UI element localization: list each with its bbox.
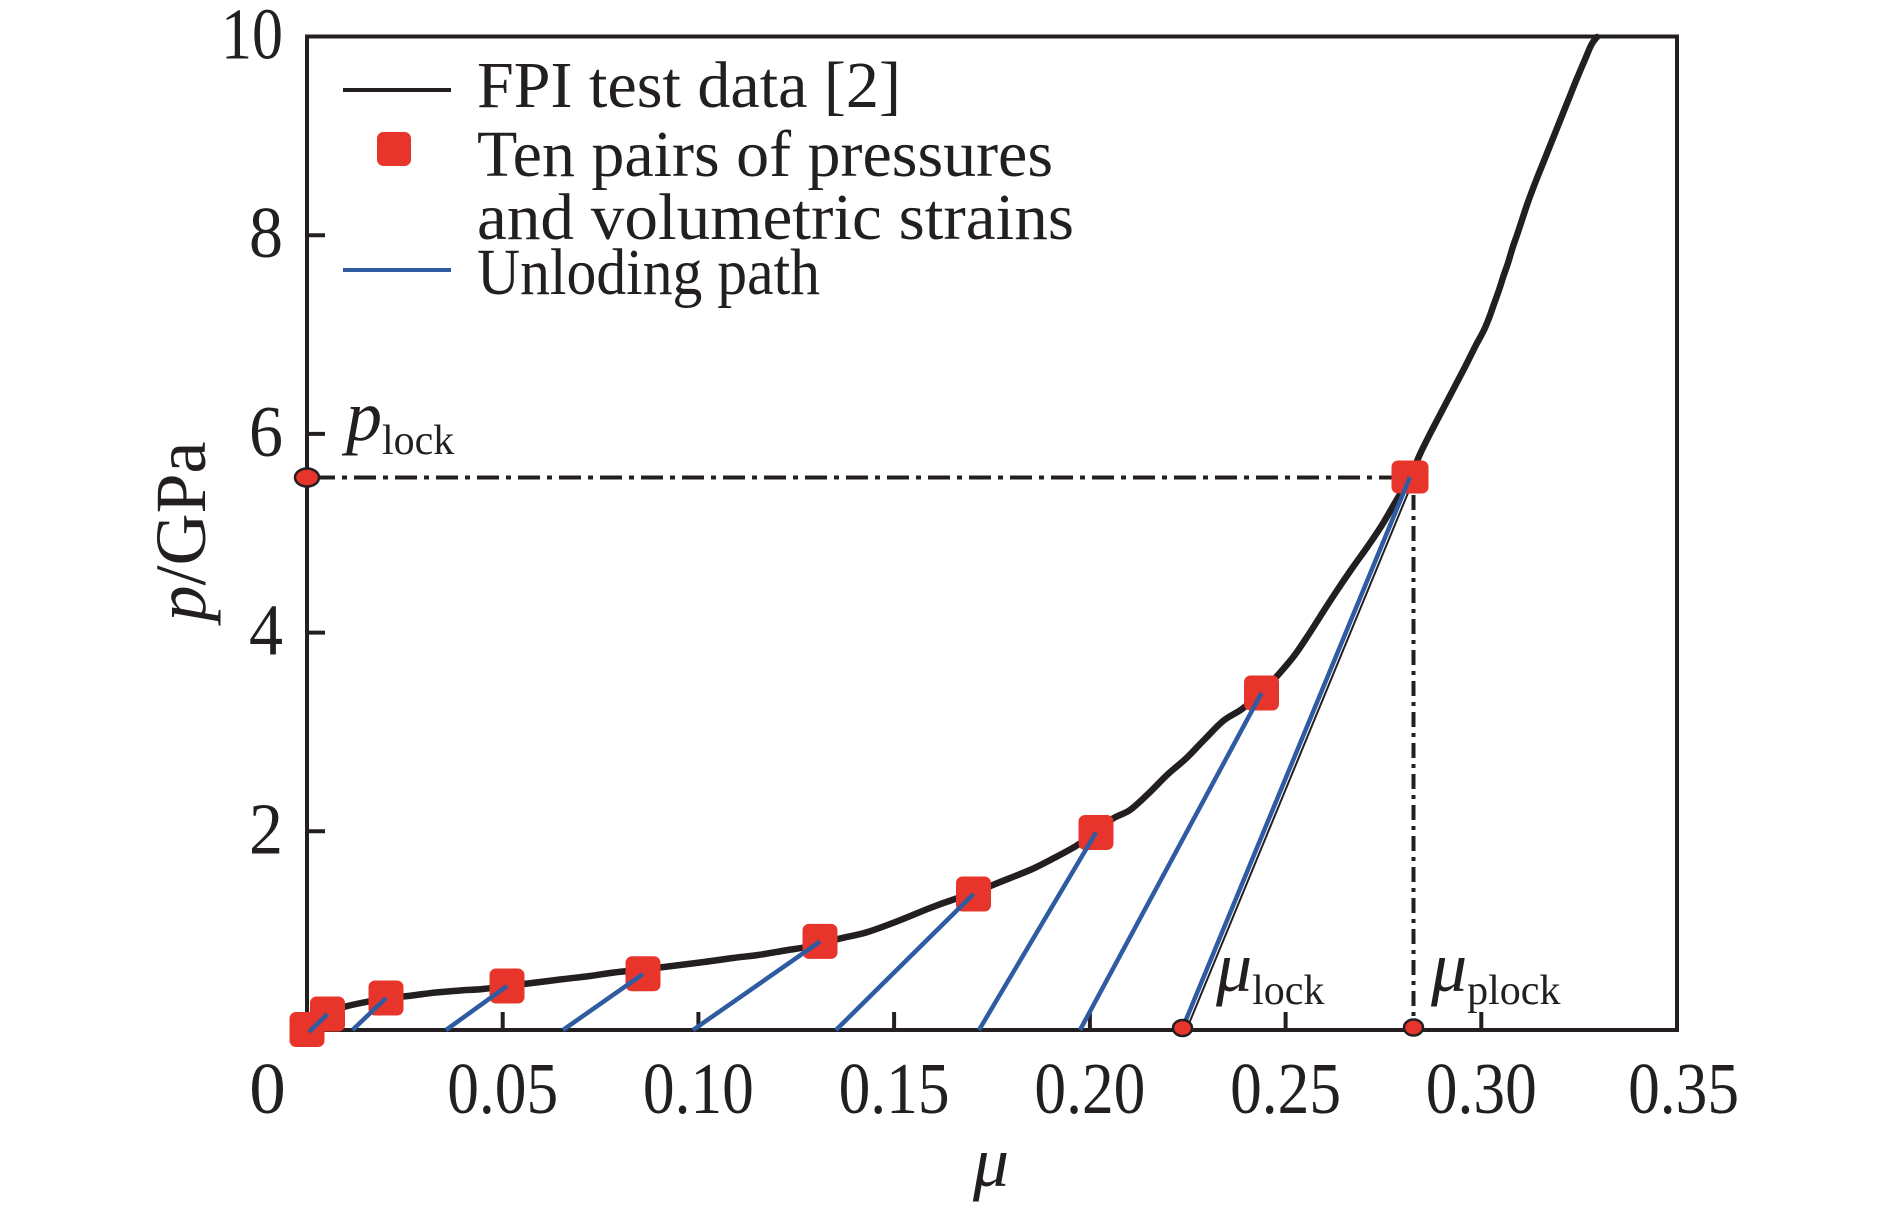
svg-text:0.20: 0.20 [1034, 1048, 1145, 1129]
svg-text:μplock: μplock [1430, 927, 1560, 1014]
svg-text:0.25: 0.25 [1230, 1048, 1341, 1129]
svg-text:2: 2 [249, 788, 283, 869]
svg-text:0.15: 0.15 [839, 1048, 950, 1129]
svg-text:Unloding path: Unloding path [477, 236, 820, 309]
svg-text:6: 6 [249, 391, 283, 472]
svg-text:4: 4 [249, 590, 283, 671]
svg-text:FPI test data [2]: FPI test data [2] [477, 49, 901, 122]
svg-text:plock: plock [341, 376, 454, 464]
svg-text:10: 10 [221, 0, 283, 75]
svg-text:0.05: 0.05 [447, 1048, 558, 1129]
svg-text:0: 0 [249, 1048, 286, 1129]
svg-text:p/GPa: p/GPa [141, 442, 221, 627]
svg-text:0.30: 0.30 [1426, 1048, 1537, 1129]
svg-text:μ: μ [972, 1122, 1009, 1202]
svg-text:and volumetric strains: and volumetric strains [477, 181, 1074, 254]
svg-text:0.10: 0.10 [643, 1048, 754, 1129]
svg-text:8: 8 [249, 192, 283, 273]
svg-text:0.35: 0.35 [1628, 1048, 1739, 1129]
svg-text:Ten pairs of pressures: Ten pairs of pressures [477, 118, 1053, 191]
svg-text:μlock: μlock [1215, 927, 1324, 1014]
